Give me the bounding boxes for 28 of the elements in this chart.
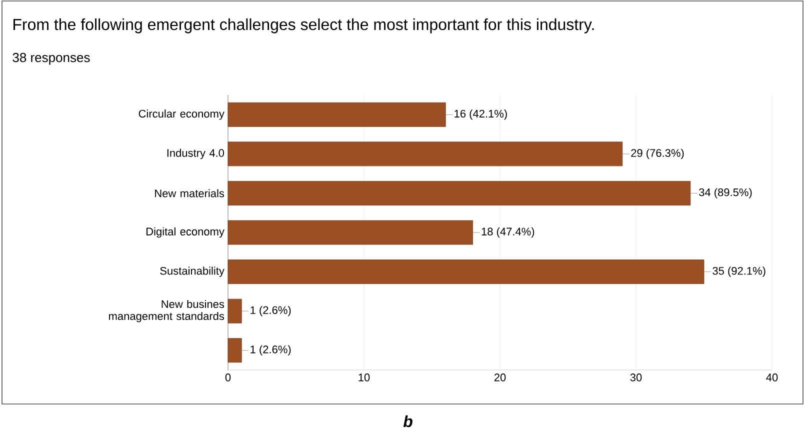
data-label: 34 (89.5%)	[699, 188, 752, 198]
x-tick-label: 10	[358, 374, 370, 382]
data-label: 35 (92.1%)	[712, 266, 766, 277]
bar	[228, 220, 473, 245]
data-label: 1 (2.6%)	[250, 306, 291, 316]
data-label: 29 (76.3%)	[631, 148, 684, 160]
text: b	[403, 415, 412, 428]
y-tick-label: Sustainability	[160, 266, 224, 277]
x-tick-label: 40	[766, 374, 778, 382]
bar	[228, 181, 691, 206]
x-tick-label: 30	[630, 374, 642, 382]
y-tick-label: New busines management standards	[109, 300, 224, 322]
y-tick-label: Industry 4.0	[167, 148, 224, 160]
data-label: 16 (42.1%)	[454, 110, 507, 120]
text: 38 responses	[12, 52, 90, 65]
bar	[228, 142, 623, 166]
chart-title: From the following emergent challenges select the most important for this industry.	[14, 18, 594, 34]
data-label: 1 (2.6%)	[250, 345, 291, 356]
y-tick-label: New materials	[155, 189, 224, 198]
bar	[228, 298, 242, 324]
y-tick-label: Digital economy	[146, 227, 224, 238]
x-tick-label: 20	[494, 374, 506, 382]
bar	[228, 338, 242, 363]
bar	[228, 102, 446, 127]
y-tick-label: Circular economy	[138, 110, 224, 120]
bar	[228, 260, 704, 284]
data-label: 18 (47.4%)	[482, 227, 534, 238]
x-tick-label: 0	[225, 374, 231, 382]
